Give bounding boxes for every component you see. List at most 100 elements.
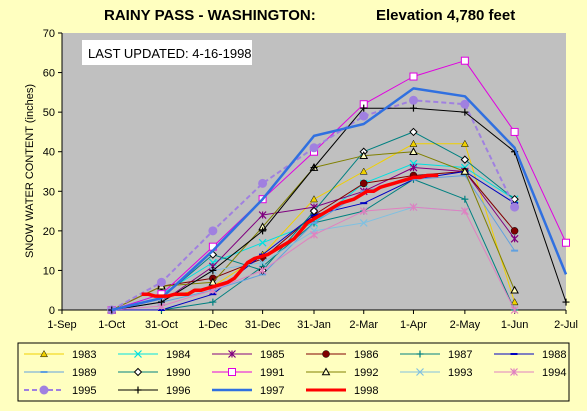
data-point (309, 206, 319, 216)
x-tick-label: 1-Sep (47, 319, 76, 331)
data-point (562, 238, 570, 247)
y-tick-label: 40 (43, 147, 55, 159)
legend-label: 1987 (448, 349, 472, 361)
data-point (40, 349, 48, 358)
legend-item-1983: 1983 (24, 349, 96, 361)
legend-item-1992: 1992 (306, 367, 378, 379)
data-point (310, 230, 318, 239)
data-point (258, 266, 267, 275)
legend: 1983 1984 1985 1986 1987 1988 1989 1990 1991 1992… (24, 349, 566, 397)
data-point (510, 227, 519, 235)
data-point (156, 277, 166, 287)
legend-label: 1988 (542, 349, 566, 361)
data-point (359, 167, 368, 175)
legend-label: 1985 (260, 349, 284, 361)
legend-label: 1983 (72, 349, 96, 361)
legend-label: 1990 (166, 367, 190, 379)
data-point (408, 95, 418, 105)
data-point (416, 350, 424, 358)
data-point (461, 195, 469, 203)
data-point (258, 238, 267, 247)
x-tick-label: 31-Jan (297, 319, 331, 331)
y-tick-label: 50 (43, 107, 55, 119)
x-tick-label: 1-Jun (501, 319, 529, 331)
legend-label: 1997 (260, 385, 284, 397)
data-point (258, 258, 267, 267)
data-point (409, 139, 418, 147)
legend-label: 1993 (448, 367, 472, 379)
data-point (562, 298, 570, 306)
data-point (409, 104, 417, 112)
series-line-1997 (111, 87, 568, 312)
data-point (460, 155, 470, 164)
legend-item-1991: 1991 (212, 367, 284, 379)
data-point (510, 368, 518, 376)
data-point (460, 56, 469, 65)
x-tick-label: 31-Dec (245, 319, 281, 331)
legend-label: 1995 (72, 385, 96, 397)
legend-item-1993: 1993 (400, 367, 472, 379)
data-point (510, 127, 519, 136)
legend-item-1994: 1994 (494, 367, 566, 379)
x-tick-label: 1-Apr (400, 319, 427, 331)
chart-title-elevation: Elevation 4,780 feet (376, 7, 516, 24)
data-point (209, 298, 217, 306)
y-tick-label: 60 (43, 68, 55, 80)
y-tick-label: 70 (43, 28, 55, 40)
legend-item-1986: 1986 (306, 349, 378, 361)
legend-label: 1994 (542, 367, 566, 379)
data-point (134, 386, 142, 394)
series-1994 (107, 203, 519, 314)
legend-item-1984: 1984 (118, 349, 190, 361)
data-point (228, 368, 236, 376)
x-tick-label: 1-Oct (98, 319, 125, 331)
legend-item-1996: 1996 (118, 385, 190, 397)
series-1997 (111, 87, 568, 312)
data-point (409, 127, 418, 137)
data-point (258, 211, 267, 219)
x-tick-label: 2-Jul (554, 319, 578, 331)
data-point (359, 179, 368, 188)
x-tick-label: 1-Dec (198, 319, 228, 331)
legend-box (17, 342, 570, 402)
data-point (359, 207, 368, 215)
series-line-1991 (111, 60, 567, 311)
data-point (416, 368, 424, 376)
series-1998 (141, 173, 439, 298)
legend-item-1985: 1985 (212, 349, 284, 361)
data-point (39, 385, 49, 395)
y-tick-label: 20 (43, 226, 55, 238)
legend-label: 1998 (354, 385, 378, 397)
data-point (359, 219, 368, 227)
data-point (460, 166, 470, 175)
legend-item-1998: 1998 (306, 385, 378, 397)
y-tick-label: 10 (43, 265, 55, 277)
series-layer (107, 56, 570, 315)
legend-item-1987: 1987 (400, 349, 472, 361)
legend-label: 1991 (260, 367, 284, 379)
data-point (259, 227, 267, 235)
series-line-1998 (141, 173, 439, 298)
data-point (310, 195, 318, 203)
data-point (510, 202, 520, 212)
data-point (322, 350, 330, 358)
data-point (460, 207, 469, 215)
data-point (409, 163, 418, 172)
data-point (409, 203, 418, 212)
data-point (510, 306, 519, 314)
data-point (209, 266, 217, 274)
legend-item-1990: 1990 (118, 367, 190, 379)
y-axis-label: SNOW WATER CONTENT (inches) (24, 84, 36, 258)
data-point (157, 298, 165, 306)
plot-area (62, 33, 566, 310)
chart-title-site: RAINY PASS - WASHINGTON: (104, 7, 316, 24)
data-point (409, 147, 418, 156)
x-tick-label: 2-May (450, 319, 481, 331)
data-point (461, 108, 469, 116)
legend-item-1997: 1997 (212, 385, 284, 397)
legend-label: 1996 (166, 385, 190, 397)
last-updated-annotation: LAST UPDATED: 4-16-1998 (88, 46, 252, 61)
legend-label: 1984 (166, 349, 190, 361)
data-point (409, 72, 418, 81)
data-point (510, 285, 519, 294)
